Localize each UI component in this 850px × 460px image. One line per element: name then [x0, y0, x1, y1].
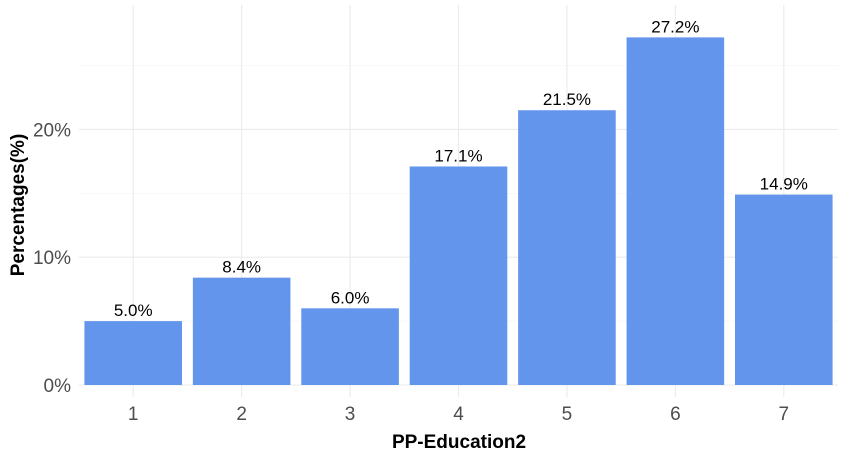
bar: [409, 166, 508, 385]
data-label: 27.2%: [651, 17, 699, 36]
bar: [84, 321, 183, 385]
y-tick-label: 0%: [44, 376, 72, 397]
data-label: 6.0%: [331, 288, 370, 307]
x-axis-title: PP-Education2: [392, 432, 526, 453]
x-tick-label: 1: [128, 404, 139, 425]
data-label: 21.5%: [543, 90, 591, 109]
data-labels: 5.0% 8.4% 6.0% 17.1% 21.5% 27.2% 14.9%: [114, 17, 808, 320]
x-axis-ticks: 1 2 3 4 5 6 7: [128, 404, 789, 425]
y-tick-label: 10%: [33, 248, 71, 269]
x-tick-label: 3: [345, 404, 356, 425]
x-tick-label: 4: [453, 404, 464, 425]
x-tick-label: 2: [236, 404, 247, 425]
y-axis-ticks: 0% 10% 20%: [33, 120, 71, 397]
y-axis-title: Percentages(%): [8, 134, 29, 277]
data-label: 17.1%: [434, 146, 482, 165]
bars: [84, 37, 833, 385]
x-tick-label: 5: [562, 404, 573, 425]
y-tick-label: 20%: [33, 120, 71, 141]
data-label: 14.9%: [760, 175, 808, 194]
x-tick-label: 7: [778, 404, 789, 425]
data-label: 8.4%: [222, 258, 261, 277]
bar: [734, 194, 833, 385]
bar: [518, 110, 616, 385]
bar: [192, 277, 291, 385]
data-label: 5.0%: [114, 301, 153, 320]
x-tick-label: 6: [670, 404, 681, 425]
bar: [626, 37, 725, 385]
bar: [301, 308, 399, 385]
